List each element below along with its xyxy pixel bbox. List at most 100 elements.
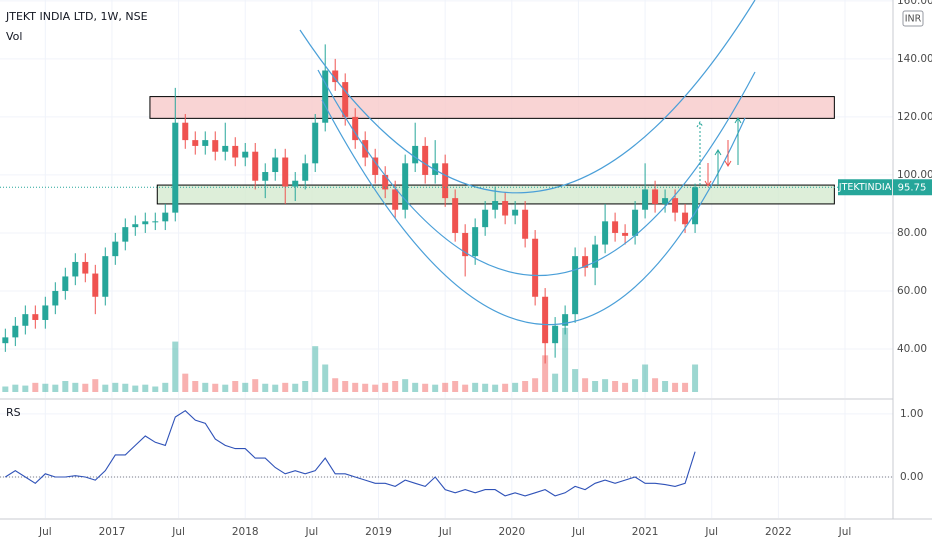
candle-body xyxy=(182,122,189,141)
volume-bar xyxy=(682,382,689,392)
candle-body xyxy=(402,163,409,210)
candle-body xyxy=(142,221,149,225)
volume-bar xyxy=(22,385,29,392)
y-tick-label: 120.00 xyxy=(897,111,932,123)
x-tick-label: 2018 xyxy=(232,526,259,538)
volume-bar xyxy=(442,382,449,392)
zone xyxy=(149,96,835,119)
candle-body xyxy=(332,70,339,83)
candle-body xyxy=(112,241,119,257)
last-price: 95.75 xyxy=(898,182,927,193)
candle-body xyxy=(472,227,479,257)
candle-body xyxy=(152,221,159,223)
volume-bar xyxy=(212,383,219,392)
candle-body xyxy=(32,314,39,320)
candle-body xyxy=(72,261,79,277)
volume-bar xyxy=(692,364,699,392)
volume-bar xyxy=(42,383,49,392)
volume-bar xyxy=(2,386,9,392)
volume-bar xyxy=(452,381,459,392)
volume-bar xyxy=(72,382,79,392)
y-tick-label: 40.00 xyxy=(897,343,927,355)
candle-body xyxy=(442,163,449,199)
y-tick-label: 160.00 xyxy=(897,0,932,7)
candle-body xyxy=(542,296,549,344)
candle-body xyxy=(612,221,619,233)
volume-bar xyxy=(272,384,279,392)
volume-bar xyxy=(472,382,479,392)
volume-bar xyxy=(432,384,439,392)
candle-body xyxy=(192,140,199,146)
candle-body xyxy=(602,221,609,245)
candle-body xyxy=(672,198,679,213)
volume-bar xyxy=(312,346,319,392)
candle-body xyxy=(202,140,209,146)
candle-body xyxy=(82,261,89,274)
volume-bar xyxy=(372,384,379,392)
x-tick-label: Jul xyxy=(438,526,452,538)
candle-body xyxy=(272,157,279,173)
volume-bar xyxy=(542,355,549,392)
volume-bar xyxy=(292,383,299,392)
candle-body xyxy=(2,337,9,344)
volume-bar xyxy=(202,382,209,392)
candle-body xyxy=(622,232,629,236)
candle-body xyxy=(512,209,519,216)
volume-bar xyxy=(322,364,329,392)
volume-bar xyxy=(362,383,369,392)
symbol-tag xyxy=(838,179,892,196)
volume-bar xyxy=(52,384,59,392)
volume-bar xyxy=(32,382,39,392)
x-tick-label: Jul xyxy=(838,526,852,538)
candle-body xyxy=(172,122,179,213)
candle-body xyxy=(12,325,19,338)
volume-bar xyxy=(662,381,669,392)
x-tick-label: Jul xyxy=(704,526,718,538)
volume-bar xyxy=(632,379,639,392)
volume-bar xyxy=(522,381,529,392)
volume-bar xyxy=(612,381,619,392)
arrows xyxy=(696,117,742,187)
volume-label: Vol xyxy=(6,30,22,43)
x-tick-label: Jul xyxy=(38,526,52,538)
candle-body xyxy=(582,256,589,268)
candle-body xyxy=(322,70,329,123)
candle-body xyxy=(692,187,699,225)
volume-bar xyxy=(382,382,389,392)
arc xyxy=(321,99,746,326)
volume-bar xyxy=(492,384,499,392)
volume-bar xyxy=(262,383,269,392)
candle-body xyxy=(642,189,649,210)
volume-bar xyxy=(482,383,489,392)
candle-body xyxy=(222,145,229,152)
arrow xyxy=(724,140,732,167)
candle-body xyxy=(522,209,529,239)
volume-bar xyxy=(332,378,339,392)
candle-body xyxy=(232,145,239,158)
volume-bar xyxy=(622,382,629,392)
volume-bar xyxy=(532,378,539,392)
candle-body xyxy=(242,151,249,158)
x-tick-label: 2022 xyxy=(765,526,792,538)
volume-bar xyxy=(552,373,559,392)
volume-bar xyxy=(252,379,259,392)
arrow xyxy=(734,117,742,165)
candle-body xyxy=(292,180,299,187)
volume-bar xyxy=(422,383,429,392)
volume-bar xyxy=(642,364,649,392)
candle-body xyxy=(532,238,539,297)
volume-bar xyxy=(342,381,349,392)
candle-body xyxy=(262,172,269,181)
candle-body xyxy=(22,314,29,326)
candle-body xyxy=(652,189,659,204)
candle-body xyxy=(562,314,569,326)
volume-bar xyxy=(232,381,239,392)
volume-bar xyxy=(242,382,249,392)
volume-bar xyxy=(602,379,609,392)
candle-body xyxy=(502,201,509,216)
volume-bar xyxy=(572,369,579,392)
currency-box[interactable] xyxy=(902,10,924,27)
drawings xyxy=(299,0,756,326)
y-tick-label: 0.00 xyxy=(900,471,923,483)
